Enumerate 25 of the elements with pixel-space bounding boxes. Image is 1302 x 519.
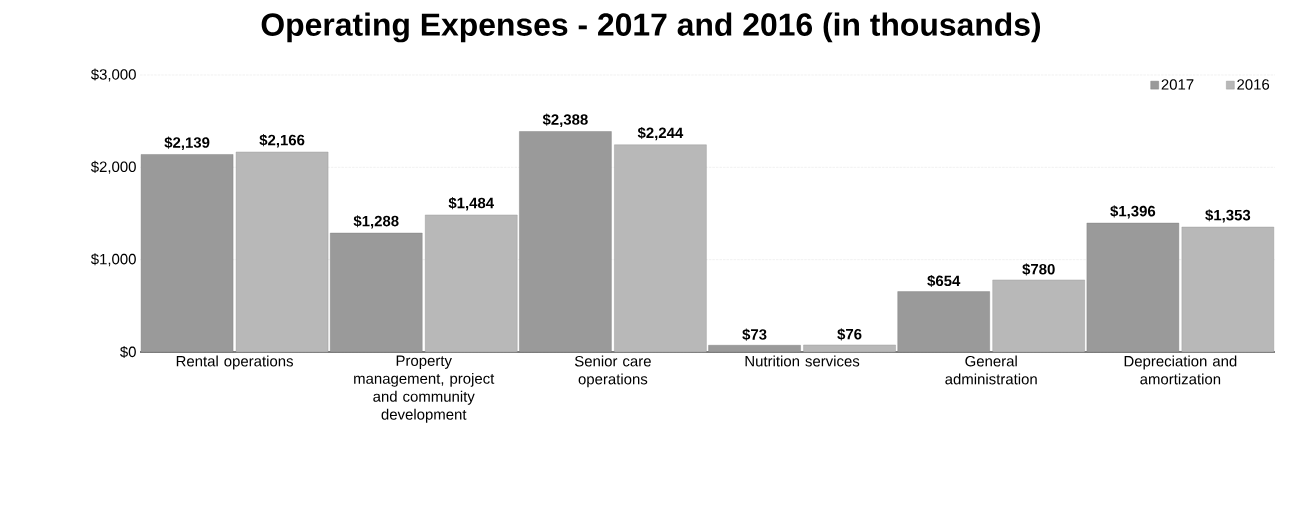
x-tick-label: Nutrition services [745,355,860,367]
data-label: $2,388 [542,113,588,127]
legend-label: 2017 [1161,79,1194,90]
data-label: $2,166 [259,134,305,148]
y-tick-label: $0 [120,345,136,359]
data-label: $1,484 [448,197,495,211]
data-label: $2,139 [164,136,210,150]
legend-label: 2016 [1237,79,1270,90]
data-label: $2,244 [637,126,684,141]
x-tick-label: Property management, project and community development [354,355,495,423]
chart-title: Operating Expenses - 2017 and 2016 (in thousands) [261,12,1041,43]
y-tick-label: $3,000 [90,68,136,82]
data-label: $1,396 [1110,205,1156,219]
y-tick-label: $2,000 [90,160,136,174]
x-tick-label: Depreciation and amortization [1124,355,1237,385]
x-tick-label: Rental operations [176,355,293,370]
data-label: $1,288 [353,215,399,229]
x-tick-label: General administration [945,355,1037,385]
data-label: $76 [837,328,862,341]
data-label: $73 [742,328,767,341]
data-label: $780 [1022,263,1055,276]
data-label: $654 [927,274,961,288]
x-tick-label: Senior care operations [574,355,651,388]
y-tick-label: $1,000 [90,253,136,267]
data-label: $1,353 [1205,209,1251,223]
